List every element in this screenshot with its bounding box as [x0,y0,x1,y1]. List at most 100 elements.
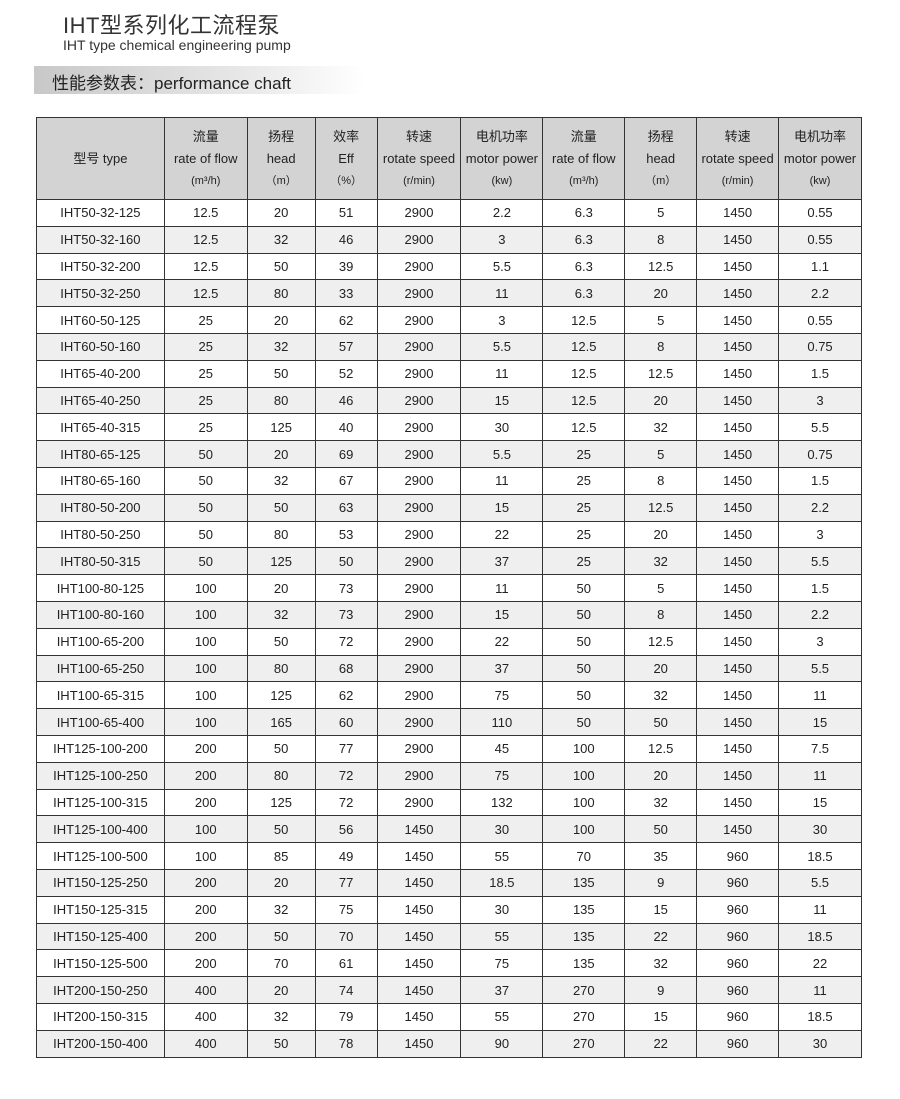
value-cell: 1450 [696,359,780,388]
value-cell: 80 [246,279,316,308]
table-row: IHT80-50-250 50 80 53 2900 22 25 20 1450 3 [36,520,862,549]
value-cell: 7.5 [778,734,862,763]
value-cell: 37 [460,976,544,1004]
value-cell: 50 [163,547,248,576]
value-cell: 270 [542,976,626,1004]
value-cell: 1450 [376,895,462,924]
value-cell: 55 [460,842,544,870]
table-row: IHT65-40-315 25 125 40 2900 30 12.5 32 1450 5.5 [36,413,862,442]
column-header: 流量 rate of flow (m³/h) [542,117,626,200]
column-header: 电机功率 motor power (kw) [778,117,862,200]
value-cell: 1.5 [778,466,862,495]
value-cell: 0.55 [778,225,862,254]
value-cell: 15 [460,386,544,415]
value-cell: 72 [314,627,378,656]
model-cell: IHT150-125-400 [36,922,165,951]
table-row: IHT50-32-125 12.5 20 51 2900 2.2 6.3 5 1450 0.55 [36,199,862,227]
value-cell: 2900 [376,199,462,227]
value-cell: 1450 [376,815,462,844]
value-cell: 46 [314,386,378,415]
model-cell: IHT65-40-200 [36,359,165,388]
value-cell: 1450 [376,949,462,978]
table-row: IHT125-100-250 200 80 72 2900 75 100 20 1450 11 [36,761,862,790]
value-cell: 12.5 [624,734,698,763]
value-cell: 50 [163,520,248,549]
model-cell: IHT100-65-200 [36,627,165,656]
column-header: 电机功率 motor power (kw) [460,117,544,200]
value-cell: 50 [624,815,698,844]
column-header-line: (r/min) [721,174,754,187]
value-cell: 8 [624,225,698,254]
value-cell: 50 [246,359,316,388]
model-cell: IHT100-80-160 [36,600,165,629]
model-cell: IHT60-50-160 [36,332,165,361]
column-header-line: motor power [783,150,857,166]
value-cell: 50 [542,654,626,683]
value-cell: 77 [314,868,378,897]
value-cell: 18.5 [778,842,862,870]
value-cell: 20 [624,654,698,683]
value-cell: 12.5 [542,359,626,388]
value-cell: 100 [163,815,248,844]
value-cell: 32 [624,681,698,710]
value-cell: 18.5 [778,922,862,951]
model-cell: IHT50-32-125 [36,199,165,227]
column-header-line: (kw) [809,174,831,187]
value-cell: 50 [246,734,316,763]
value-cell: 165 [246,708,316,736]
value-cell: 57 [314,332,378,361]
value-cell: 75 [314,895,378,924]
value-cell: 22 [778,949,862,978]
value-cell: 2900 [376,600,462,629]
value-cell: 1450 [696,440,780,468]
column-header: 扬程 head （m） [624,117,698,200]
column-header-line: 转速 [406,128,433,144]
value-cell: 1450 [696,225,780,254]
value-cell: 132 [460,788,544,817]
model-cell: IHT125-100-500 [36,842,165,870]
value-cell: 30 [460,895,544,924]
value-cell: 960 [696,1002,780,1031]
table-row: IHT80-65-160 50 32 67 2900 11 25 8 1450 1.5 [36,466,862,495]
value-cell: 30 [460,413,544,442]
value-cell: 8 [624,600,698,629]
value-cell: 18.5 [460,868,544,897]
column-header-line: 流量 [570,128,597,144]
value-cell: 1450 [696,332,780,361]
value-cell: 2900 [376,332,462,361]
value-cell: 12.5 [542,306,626,334]
value-cell: 37 [460,547,544,576]
column-header: 流量 rate of flow (m³/h) [163,117,248,200]
value-cell: 1.5 [778,359,862,388]
value-cell: 39 [314,252,378,281]
value-cell: 50 [542,574,626,602]
column-header-line: 转速 [724,128,751,144]
value-cell: 11 [778,976,862,1004]
value-cell: 135 [542,949,626,978]
value-cell: 1450 [696,734,780,763]
value-cell: 11 [460,574,544,602]
value-cell: 50 [542,681,626,710]
value-cell: 0.55 [778,199,862,227]
value-cell: 20 [246,574,316,602]
value-cell: 2900 [376,359,462,388]
value-cell: 5.5 [460,332,544,361]
value-cell: 20 [624,386,698,415]
value-cell: 200 [163,868,248,897]
column-header-line: (m³/h) [191,174,221,187]
value-cell: 5.5 [778,654,862,683]
value-cell: 12.5 [624,493,698,522]
value-cell: 30 [778,1029,862,1058]
model-cell: IHT80-65-160 [36,466,165,495]
column-header-line: motor power [465,150,539,166]
model-cell: IHT125-100-315 [36,788,165,817]
page-title: IHT型系列化工流程泵 [63,13,280,38]
value-cell: 12.5 [542,413,626,442]
table-row: IHT100-65-200 100 50 72 2900 22 50 12.5 1450 3 [36,627,862,656]
value-cell: 62 [314,681,378,710]
value-cell: 100 [542,815,626,844]
value-cell: 1450 [696,708,780,736]
value-cell: 69 [314,440,378,468]
value-cell: 22 [460,520,544,549]
column-header-line: （%） [330,174,362,187]
